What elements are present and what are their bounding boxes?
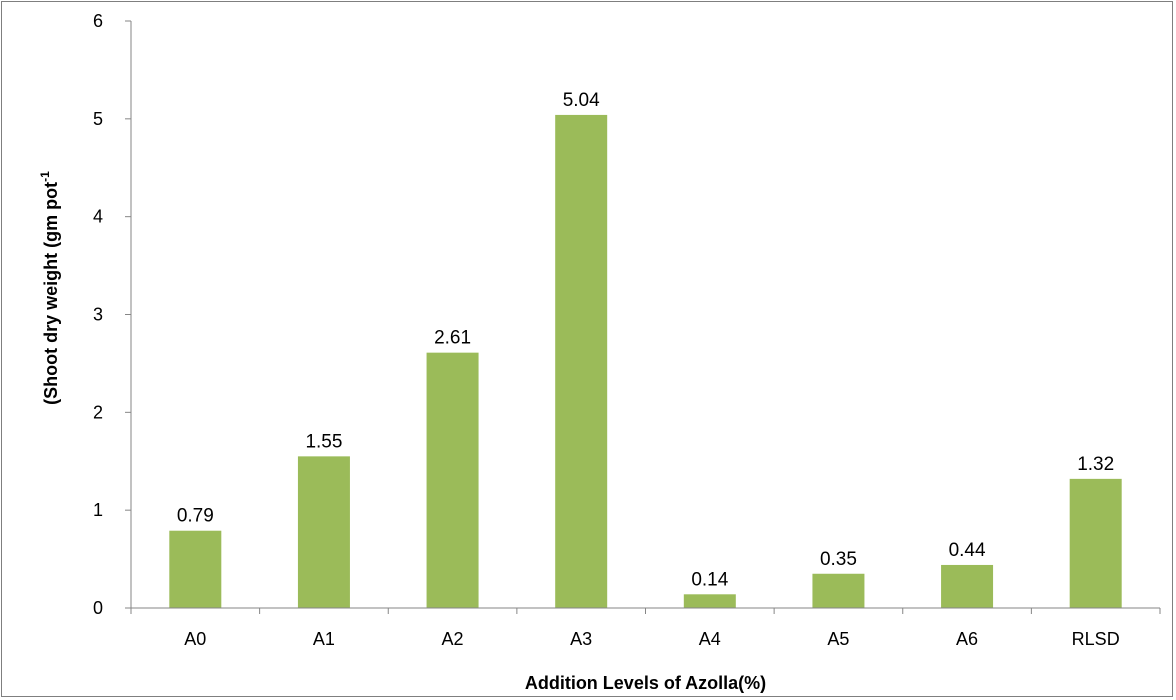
y-tick-label: 3 — [93, 305, 103, 325]
data-labels: 0.79 1.55 2.61 5.04 0.14 0.35 0.44 1.32 — [177, 90, 1114, 590]
bar-a1 — [297, 456, 350, 608]
data-label-a2: 2.61 — [434, 328, 471, 349]
x-tick-label-a1: A1 — [313, 629, 335, 649]
bar-a2 — [426, 352, 479, 608]
bar-a5 — [812, 573, 865, 608]
data-label-a4: 0.14 — [691, 569, 728, 590]
x-tick-label-rlsd: RLSD — [1072, 629, 1120, 649]
x-axis-title: Addition Levels of Azolla(%) — [525, 673, 766, 693]
x-tick-label-a6: A6 — [956, 629, 978, 649]
y-tick-label: 5 — [93, 109, 103, 129]
y-tick-label: 6 — [93, 11, 103, 31]
bar-a0 — [169, 530, 222, 608]
y-axis-title-text: (Shoot dry weight (gm pot — [41, 182, 61, 405]
x-axis-ticks: A0 A1 A2 A3 A4 A5 A6 RLSD — [130, 608, 1161, 649]
data-label-a1: 1.55 — [305, 431, 342, 452]
y-axis-title: (Shoot dry weight (gm pot-1 — [38, 171, 61, 405]
x-tick-label-a3: A3 — [570, 629, 592, 649]
x-tick-label-a5: A5 — [827, 629, 849, 649]
x-tick-label-a2: A2 — [442, 629, 464, 649]
data-label-a3: 5.04 — [563, 90, 600, 111]
bar-a4 — [683, 594, 736, 608]
x-tick-label-a4: A4 — [699, 629, 721, 649]
y-axis-title-superscript: -1 — [38, 171, 52, 182]
data-label-a6: 0.44 — [949, 540, 986, 561]
y-tick-label: 2 — [93, 402, 103, 422]
bar-a6 — [941, 564, 994, 608]
data-label-rlsd: 1.32 — [1077, 454, 1114, 475]
bars — [169, 114, 1122, 609]
y-tick-label: 0 — [93, 598, 103, 618]
bar-rlsd — [1069, 478, 1122, 608]
data-label-a0: 0.79 — [177, 506, 214, 527]
x-tick-label-a0: A0 — [184, 629, 206, 649]
y-tick-label: 4 — [93, 207, 103, 227]
bar-a3 — [555, 114, 608, 609]
y-axis-ticks: 0 1 2 3 4 5 6 — [93, 11, 131, 618]
y-tick-label: 1 — [93, 500, 103, 520]
data-label-a5: 0.35 — [820, 549, 857, 570]
